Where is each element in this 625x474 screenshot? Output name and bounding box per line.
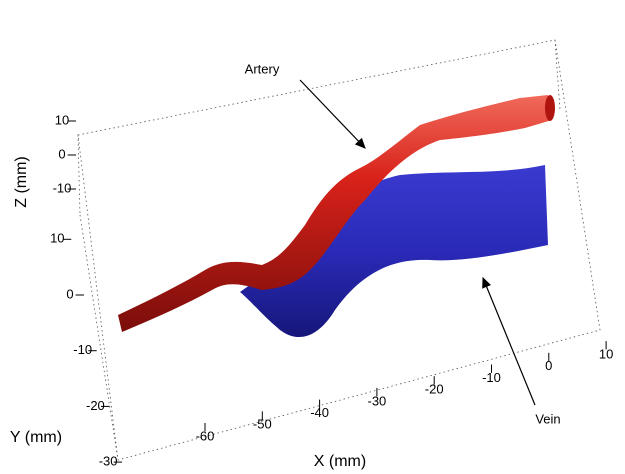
x-tick-label: -40 [310,405,329,420]
y-tick-label: -10 [73,342,92,357]
vein-arrow [483,278,535,405]
y-axis-label: Y (mm) [10,429,62,446]
x-tick-label: 0 [545,358,552,373]
x-tick-label: 10 [599,347,613,362]
x-tick-label: -10 [482,370,501,385]
artery-arrow [300,80,365,148]
annotation: Vein [535,411,560,426]
z-tick-label: 0 [58,146,65,161]
z-axis-label: Z (mm) [13,156,30,208]
x-tick-label: -50 [253,417,272,432]
y-tick-label: 0 [66,286,73,301]
z-tick-label: 10 [55,112,69,127]
y-tick-label: -30 [99,454,118,469]
x-tick-label: -20 [425,382,444,397]
annotation: Artery [245,61,280,76]
x-axis-label: X (mm) [314,453,366,470]
y-tick-label: 10 [50,231,64,246]
chart: -60-50-40-30-20-10010-30-20-10010-10010 … [0,0,625,474]
x-tick-label: -30 [368,393,387,408]
z-tick-label: -10 [53,180,72,195]
x-tick-label: -60 [196,428,215,443]
y-tick-label: -20 [86,398,105,413]
